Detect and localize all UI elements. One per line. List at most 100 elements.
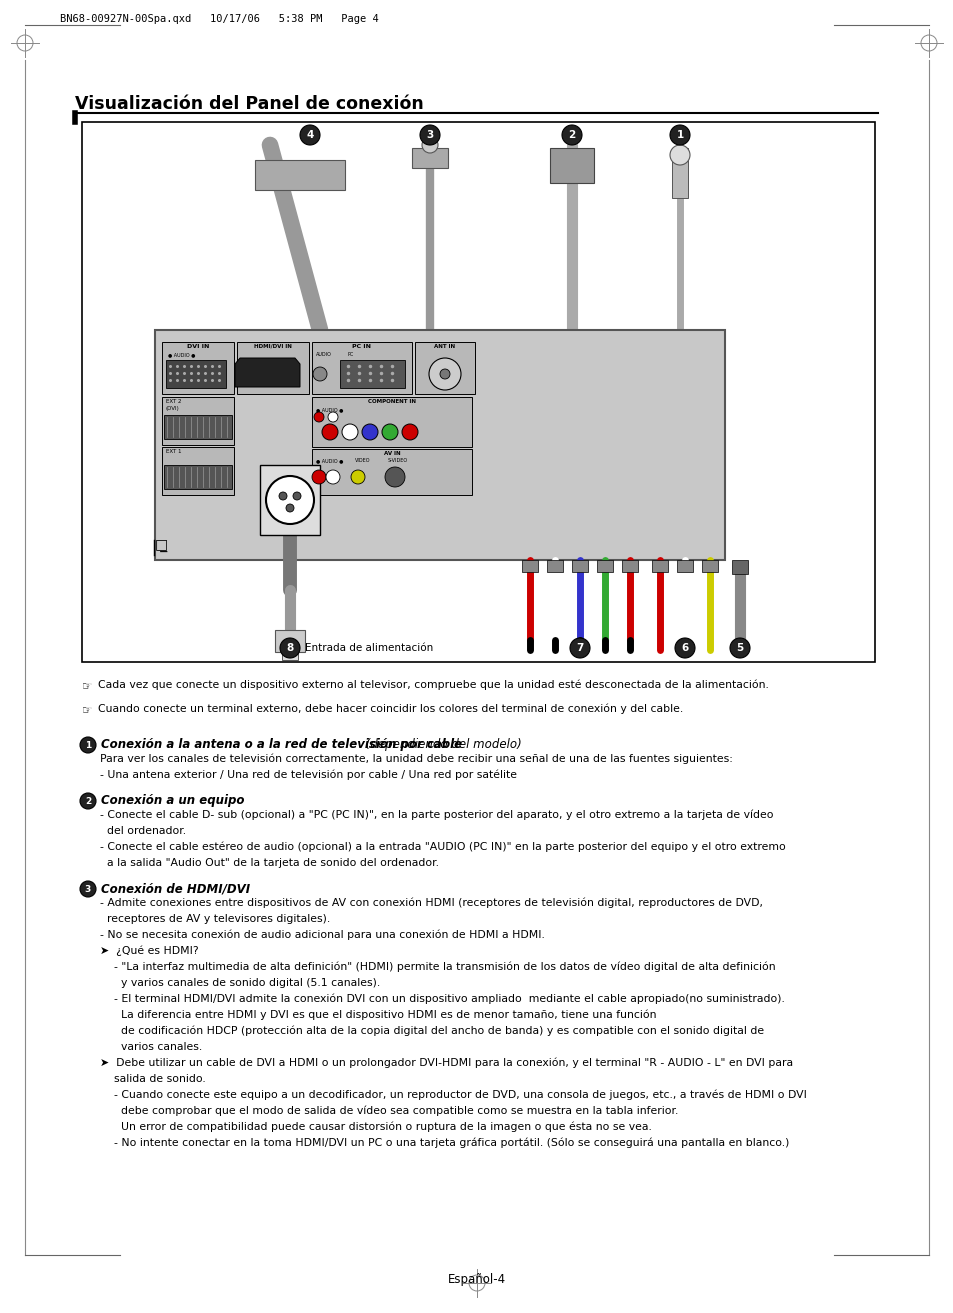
Text: - Una antena exterior / Una red de televisión por cable / Una red por satélite: - Una antena exterior / Una red de telev…: [100, 769, 517, 780]
Circle shape: [326, 470, 339, 484]
Text: Entrada de alimentación: Entrada de alimentación: [305, 643, 433, 653]
Text: debe comprobar que el modo de salida de vídeo sea compatible como se muestra en : debe comprobar que el modo de salida de …: [100, 1106, 678, 1116]
Text: - "La interfaz multimedia de alta definición" (HDMI) permite la transmisión de l: - "La interfaz multimedia de alta defini…: [100, 962, 775, 973]
Text: y varios canales de sonido digital (5.1 canales).: y varios canales de sonido digital (5.1 …: [100, 978, 380, 987]
Text: - Conecte el cable estéreo de audio (opcional) a la entrada "AUDIO (PC IN)" en l: - Conecte el cable estéreo de audio (opc…: [100, 842, 785, 852]
Circle shape: [313, 368, 327, 381]
Text: Para ver los canales de televisión correctamente, la unidad debe recibir una señ: Para ver los canales de televisión corre…: [100, 754, 732, 764]
Bar: [154, 330, 724, 561]
Polygon shape: [234, 358, 299, 387]
Bar: [166, 360, 226, 389]
Text: receptores de AV y televisores digitales).: receptores de AV y televisores digitales…: [100, 914, 330, 924]
Text: - El terminal HDMI/DVI admite la conexión DVI con un dispositivo ampliado  media: - El terminal HDMI/DVI admite la conexió…: [100, 994, 784, 1004]
Text: S-VIDEO: S-VIDEO: [388, 458, 408, 463]
Text: ☞: ☞: [82, 680, 92, 693]
Bar: [677, 561, 692, 572]
Text: 3: 3: [426, 130, 434, 140]
Circle shape: [381, 424, 397, 440]
Circle shape: [561, 125, 581, 144]
Text: 8: 8: [286, 643, 294, 653]
Text: (dependiendo del modelo): (dependiendo del modelo): [362, 738, 521, 751]
Text: ☞: ☞: [82, 704, 92, 717]
Bar: [546, 561, 562, 572]
Circle shape: [314, 412, 324, 421]
Bar: [254, 160, 345, 190]
Bar: [312, 397, 472, 446]
Text: varios canales.: varios canales.: [100, 1043, 202, 1052]
Text: PC: PC: [348, 352, 354, 357]
Bar: [312, 341, 412, 394]
Text: La diferencia entre HDMI y DVI es que el dispositivo HDMI es de menor tamaño, ti: La diferencia entre HDMI y DVI es que el…: [100, 1010, 656, 1020]
Bar: [164, 465, 232, 488]
Bar: [572, 561, 587, 572]
Bar: [597, 561, 613, 572]
Text: - No se necesita conexión de audio adicional para una conexión de HDMI a HDMI.: - No se necesita conexión de audio adici…: [100, 930, 544, 940]
Text: AV IN: AV IN: [383, 450, 400, 456]
Circle shape: [266, 477, 314, 524]
Bar: [731, 561, 747, 574]
Bar: [671, 148, 687, 198]
Circle shape: [293, 492, 301, 500]
Text: - Cuando conecte este equipo a un decodificador, un reproductor de DVD, una cons: - Cuando conecte este equipo a un decodi…: [100, 1090, 806, 1100]
Text: 1: 1: [676, 130, 683, 140]
Text: EXT 2: EXT 2: [166, 399, 181, 404]
Bar: [701, 561, 718, 572]
Circle shape: [286, 504, 294, 512]
Bar: [415, 341, 475, 394]
Text: ● AUDIO ●: ● AUDIO ●: [315, 458, 343, 463]
Bar: [412, 148, 448, 168]
Bar: [164, 415, 232, 439]
Circle shape: [280, 638, 299, 658]
Text: HDMI/DVI IN: HDMI/DVI IN: [253, 344, 292, 349]
Text: Cada vez que conecte un dispositivo externo al televisor, compruebe que la unida: Cada vez que conecte un dispositivo exte…: [98, 680, 768, 691]
Circle shape: [729, 638, 749, 658]
Bar: [162, 446, 233, 495]
Text: Visualización del Panel de conexión: Visualización del Panel de conexión: [75, 95, 423, 113]
Text: Español-4: Español-4: [448, 1274, 505, 1287]
Circle shape: [669, 144, 689, 165]
Text: - Conecte el cable D- sub (opcional) a "PC (PC IN)", en la parte posterior del a: - Conecte el cable D- sub (opcional) a "…: [100, 810, 773, 821]
Text: ● AUDIO ●: ● AUDIO ●: [315, 407, 343, 412]
Text: - No intente conectar en la toma HDMI/DVI un PC o una tarjeta gráfica portátil. : - No intente conectar en la toma HDMI/DV…: [100, 1138, 788, 1149]
Circle shape: [341, 424, 357, 440]
Bar: [521, 561, 537, 572]
Text: DVI IN: DVI IN: [187, 344, 209, 349]
Circle shape: [322, 424, 337, 440]
Bar: [312, 449, 472, 495]
Text: a la salida "Audio Out" de la tarjeta de sonido del ordenador.: a la salida "Audio Out" de la tarjeta de…: [100, 857, 438, 868]
Bar: [274, 630, 305, 653]
Text: salida de sonido.: salida de sonido.: [100, 1074, 206, 1085]
Circle shape: [669, 125, 689, 144]
Circle shape: [675, 638, 695, 658]
Text: 7: 7: [576, 643, 583, 653]
Text: 6: 6: [680, 643, 688, 653]
Circle shape: [419, 125, 439, 144]
Circle shape: [299, 125, 319, 144]
Circle shape: [278, 492, 287, 500]
Bar: [260, 465, 319, 534]
Circle shape: [421, 137, 437, 154]
Circle shape: [351, 470, 365, 484]
Circle shape: [80, 793, 96, 809]
Text: Conexión a la antena o a la red de televisión por cable: Conexión a la antena o a la red de telev…: [101, 738, 461, 751]
Bar: [162, 341, 233, 394]
Bar: [651, 561, 667, 572]
Text: 3: 3: [85, 885, 91, 894]
Text: COMPONENT IN: COMPONENT IN: [368, 399, 416, 404]
Text: EXT 1: EXT 1: [166, 449, 181, 454]
Circle shape: [80, 881, 96, 897]
Circle shape: [401, 424, 417, 440]
Text: Un error de compatibilidad puede causar distorsión o ruptura de la imagen o que : Un error de compatibilidad puede causar …: [100, 1123, 651, 1133]
Circle shape: [439, 369, 450, 379]
Text: ANT IN: ANT IN: [434, 344, 456, 349]
Circle shape: [429, 358, 460, 390]
Circle shape: [80, 737, 96, 752]
Text: 4: 4: [306, 130, 314, 140]
Circle shape: [328, 412, 337, 421]
Text: AUDIO: AUDIO: [315, 352, 332, 357]
Bar: [82, 122, 874, 662]
Circle shape: [385, 467, 405, 487]
Text: ➤  Debe utilizar un cable de DVI a HDMI o un prolongador DVI-HDMI para la conexi: ➤ Debe utilizar un cable de DVI a HDMI o…: [100, 1058, 792, 1069]
Text: (DVI): (DVI): [166, 406, 179, 411]
Bar: [162, 397, 233, 445]
